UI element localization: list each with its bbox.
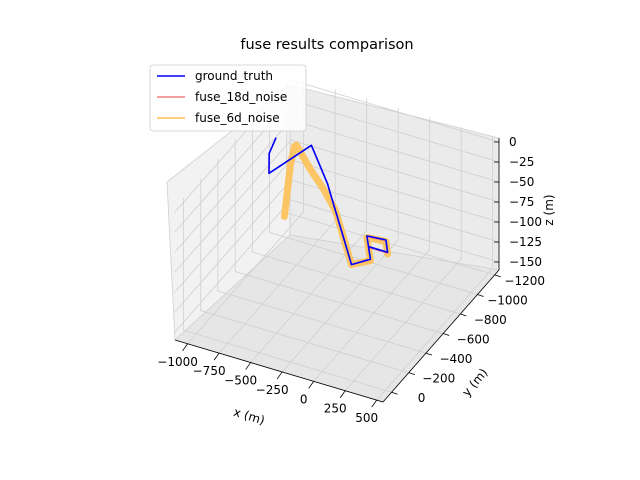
x-tick-label: −750 [193,364,226,378]
series-line-ground-truth [268,137,389,266]
y-tick-label: −200 [422,372,455,386]
z-tick-label: −50 [509,175,534,189]
y-tick-label: 0 [418,391,426,405]
y-tick-label: −1200 [504,274,545,288]
z-grid-line [174,199,500,333]
z-tick-label: −125 [509,235,542,249]
tick-marks-and-labels: −1000−750−500−25002505000−200−400−600−80… [157,135,545,425]
x-tick-mark [276,371,283,380]
x-tick-label: 0 [300,392,308,406]
x-tick-label: 250 [324,402,347,416]
y-tick-mark [443,333,450,336]
x-tick-label: 500 [355,411,378,425]
z-tick-label: −100 [509,215,542,229]
y-axis-line [382,269,500,403]
y-tick-mark [460,313,467,317]
x-tick-mark [182,343,188,351]
series-lines [268,137,392,269]
y-tick-label: −1000 [487,293,528,307]
x-tick-mark [339,390,346,398]
x-tick-mark [371,399,378,408]
z-tick-label: −150 [509,255,542,269]
z-tick-label: −75 [509,195,534,209]
x-tick-label: −500 [224,374,257,388]
x-tick-mark [245,362,251,370]
x-tick-mark [308,381,314,389]
legend: ground_truth fuse_18d_noise fuse_6d_nois… [149,64,307,132]
y-tick-mark [425,352,433,356]
z-grid-line [174,139,500,273]
x-tick-label: −1000 [157,355,198,369]
legend-label-fuse-6d-noise: fuse_6d_noise [195,111,280,125]
legend-label-fuse-18d-noise: fuse_18d_noise [195,90,287,104]
y-tick-label: −600 [457,333,490,347]
z-tick-label: 0 [509,135,517,149]
axis-lines [174,138,500,403]
legend-label-ground-truth: ground_truth [195,69,273,83]
chart-title: fuse results comparison [240,37,413,53]
y-tick-label: −400 [439,352,472,366]
y-tick-mark [408,372,415,376]
y-tick-mark [477,294,484,297]
x-tick-mark [213,352,220,361]
x-axis-line [174,339,384,403]
z-axis-label: z (m) [542,194,556,225]
legend-box [149,64,307,132]
y-tick-label: −800 [474,313,507,327]
z-tick-label: −25 [509,155,534,169]
x-tick-label: −250 [256,383,289,397]
y-tick-mark [391,391,398,395]
y-tick-mark [494,274,501,278]
